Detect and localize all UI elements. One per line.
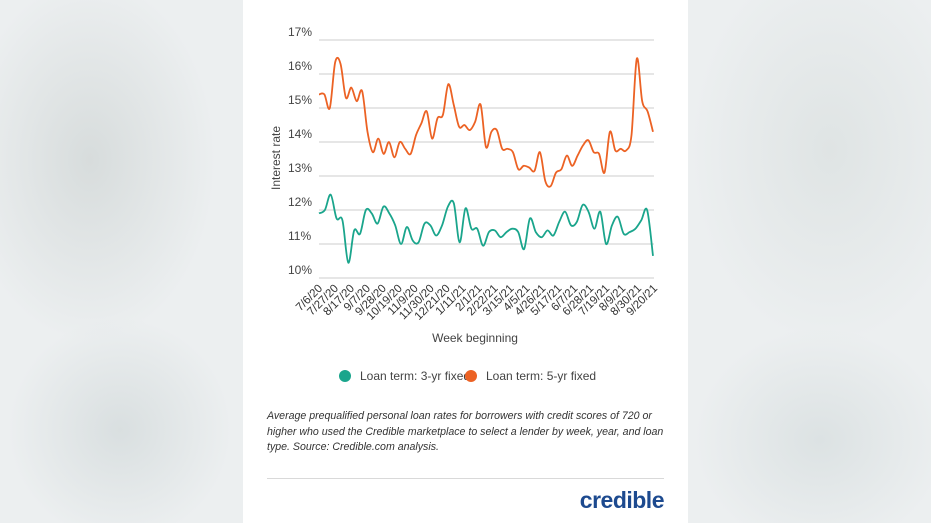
credible-logo: credible [579,487,665,513]
gridlines [319,39,654,279]
y-tick-labels: 10% 11% 12% 13% 14% 15% 16% 17% [288,25,312,277]
series-line-5yr [318,56,654,188]
x-tick-labels: 7/6/207/27/208/17/209/7/209/28/2010/19/2… [294,283,660,323]
y-tick-label: 14% [288,127,312,141]
y-tick-label: 16% [288,59,312,73]
legend-swatch [465,370,477,382]
y-axis-label: Interest rate [269,126,283,190]
chart-card: 10% 11% 12% 13% 14% 15% 16% 17% 7/6/20 7/27/20 8/… [243,0,688,523]
legend-label: Loan term: 5-yr fixed [486,369,596,383]
x-axis-label: Week beginning [432,331,518,345]
y-tick-label: 11% [288,229,311,243]
series-lines [318,56,654,264]
legend-label: Loan term: 3-yr fixed [360,369,470,383]
y-tick-label: 12% [288,195,312,209]
y-tick-label: 13% [288,161,312,175]
chart-caption: Average prequalified personal loan rates… [267,410,664,453]
legend: Loan term: 3-yr fixed Loan term: 5-yr fix… [339,369,596,383]
divider [267,478,664,479]
legend-swatch [339,370,351,382]
series-line-3yr [318,193,654,264]
line-chart: 10% 11% 12% 13% 14% 15% 16% 17% 7/6/207/27/208/… [269,25,660,383]
y-tick-label: 17% [288,25,312,39]
y-tick-label: 15% [288,93,312,107]
y-tick-label: 10% [288,263,312,277]
